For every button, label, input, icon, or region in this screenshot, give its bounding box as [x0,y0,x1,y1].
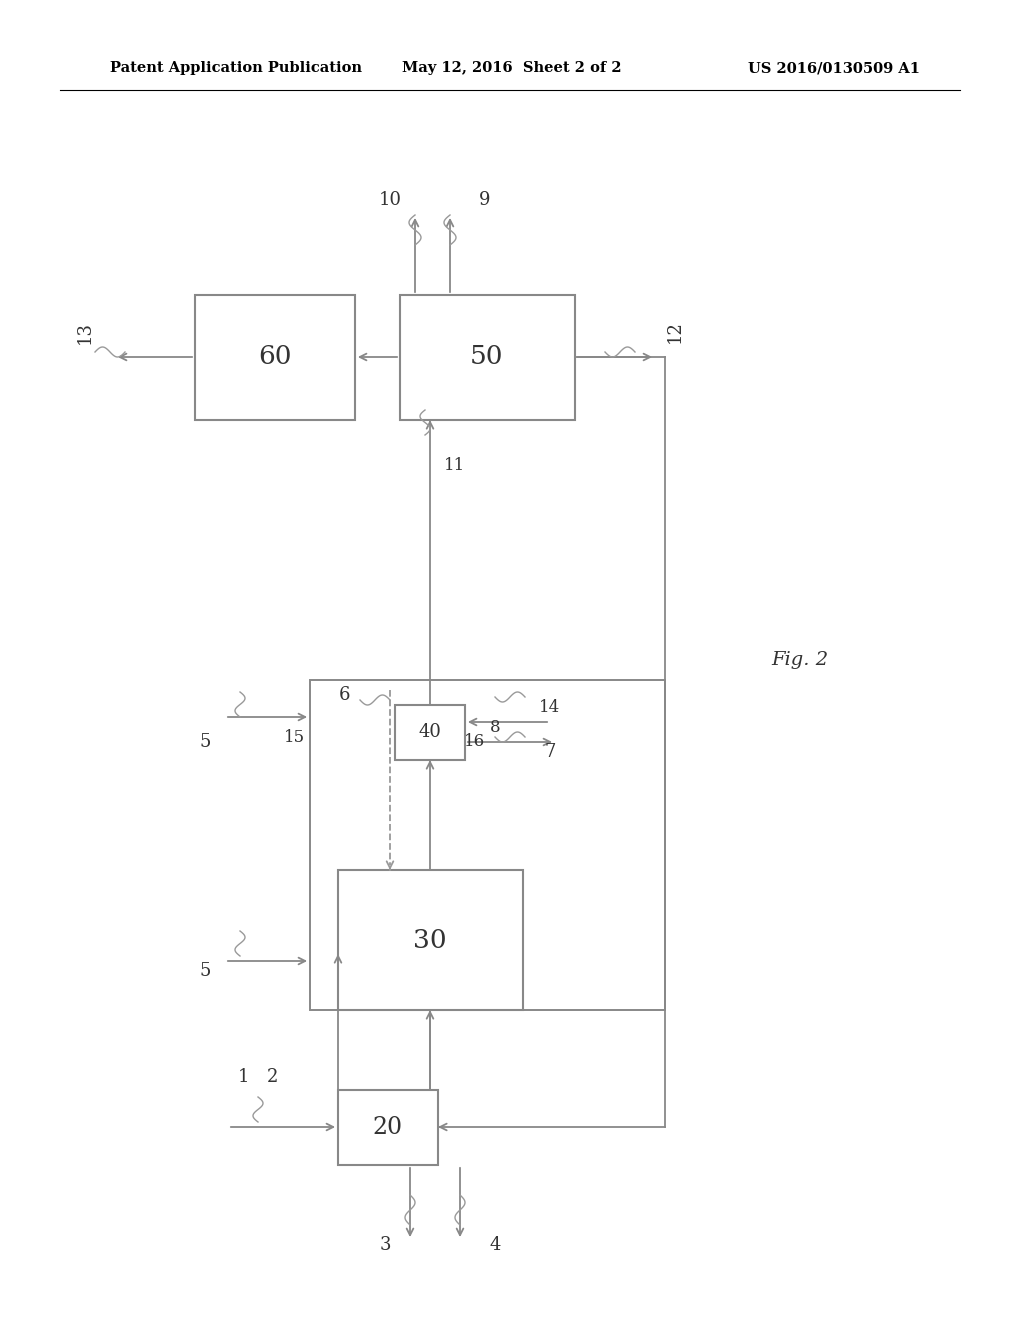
Text: 16: 16 [465,734,485,751]
Bar [338,870,523,1010]
Bar [195,294,355,420]
Text: Patent Application Publication: Patent Application Publication [110,61,362,75]
Bar [338,1090,438,1166]
Text: 11: 11 [444,457,466,474]
Text: 5: 5 [200,733,211,751]
Text: 40: 40 [419,723,441,741]
Text: 6: 6 [339,686,351,704]
Text: 8: 8 [489,718,501,735]
Text: May 12, 2016  Sheet 2 of 2: May 12, 2016 Sheet 2 of 2 [402,61,622,75]
Text: 7: 7 [545,743,556,762]
Text: 4: 4 [489,1236,501,1254]
Bar [310,680,665,1010]
Text: 5: 5 [200,962,211,979]
Text: 9: 9 [479,191,490,209]
Bar [400,294,575,420]
Text: 2: 2 [267,1068,279,1086]
Text: 14: 14 [540,698,560,715]
Text: US 2016/0130509 A1: US 2016/0130509 A1 [748,61,920,75]
Text: Fig. 2: Fig. 2 [771,651,828,669]
Text: 1: 1 [238,1068,249,1086]
Text: 50: 50 [470,345,504,370]
Text: 13: 13 [76,321,94,343]
Text: 20: 20 [373,1115,403,1138]
Text: 3: 3 [379,1236,391,1254]
Text: 30: 30 [414,928,446,953]
Bar [395,705,465,760]
Text: 15: 15 [284,729,305,746]
Text: 60: 60 [258,345,292,370]
Text: 12: 12 [666,321,684,343]
Text: 10: 10 [379,191,401,209]
